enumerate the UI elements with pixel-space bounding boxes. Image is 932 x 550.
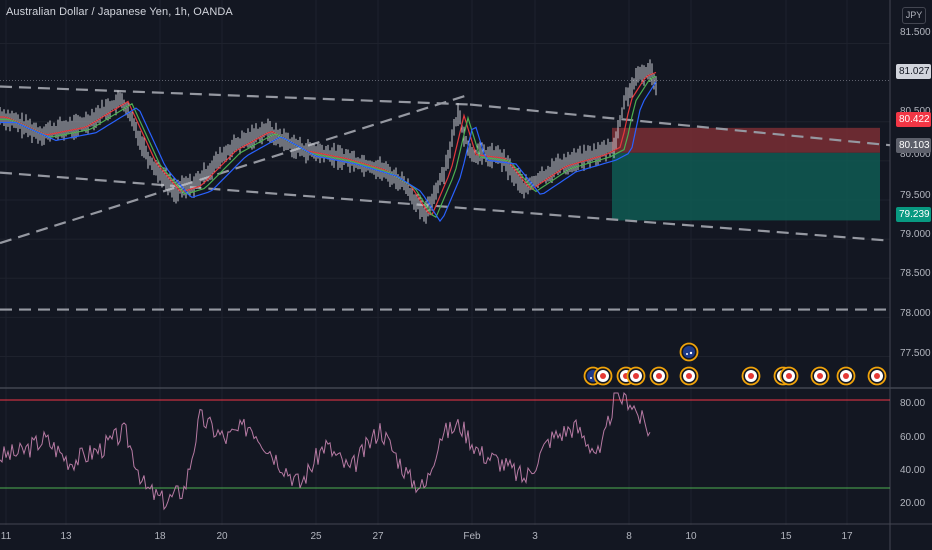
event-marker-dot — [656, 373, 662, 379]
event-marker-dot — [600, 373, 606, 379]
au-flag-star — [686, 353, 688, 355]
price-tick: 79.500 — [900, 190, 931, 201]
time-tick: 17 — [841, 531, 853, 542]
event-marker-dot — [843, 373, 849, 379]
rsi-tick: 20.00 — [900, 498, 926, 509]
stop-loss-label: 80.422 — [896, 112, 931, 127]
price-tick: 77.500 — [900, 348, 931, 359]
moving-average-green — [0, 75, 657, 219]
event-marker-dot — [874, 373, 880, 379]
event-marker-dot — [686, 373, 692, 379]
take-profit-label: 79.239 — [896, 207, 931, 222]
time-tick: 27 — [372, 531, 384, 542]
rsi-tick: 40.00 — [900, 465, 926, 476]
event-marker-dot — [786, 373, 792, 379]
time-tick: 11 — [0, 531, 12, 542]
trend-line — [0, 93, 471, 245]
au-flag-icon — [683, 346, 695, 358]
event-marker-dot — [748, 373, 754, 379]
time-tick: 20 — [216, 531, 228, 542]
time-tick: 8 — [626, 531, 632, 542]
au-flag-star — [689, 351, 693, 355]
time-tick: Feb — [463, 531, 481, 542]
price-tick: 81.500 — [900, 27, 931, 38]
price-tick: 78.000 — [900, 308, 931, 319]
au-flag-star — [590, 377, 592, 379]
time-tick: 10 — [685, 531, 697, 542]
time-tick: 18 — [154, 531, 166, 542]
moving-average-blue — [0, 81, 657, 223]
last-price-label: 81.027 — [896, 64, 931, 79]
price-tick: 79.000 — [900, 229, 931, 240]
price-tick: 80.500 — [900, 106, 931, 117]
trend-line — [0, 85, 471, 106]
time-tick: 25 — [310, 531, 322, 542]
time-tick: 3 — [532, 531, 538, 542]
symbol-title: Australian Dollar / Japanese Yen, 1h, OA… — [6, 6, 233, 18]
rsi-line — [0, 391, 651, 511]
rsi-tick: 80.00 — [900, 398, 926, 409]
time-tick: 15 — [780, 531, 792, 542]
trend-line — [469, 103, 891, 147]
entry-price-label: 80.103 — [896, 138, 931, 153]
price-tick: 80.000 — [900, 149, 931, 160]
rsi-tick: 60.00 — [900, 432, 926, 443]
trend-line — [0, 171, 891, 242]
take-profit-zone — [612, 152, 880, 221]
moving-average-red — [0, 71, 657, 216]
event-marker-dot — [633, 373, 639, 379]
price-tick: 78.500 — [900, 268, 931, 279]
event-marker-dot — [817, 373, 823, 379]
currency-button[interactable]: JPY — [902, 7, 926, 24]
time-tick: 13 — [60, 531, 72, 542]
